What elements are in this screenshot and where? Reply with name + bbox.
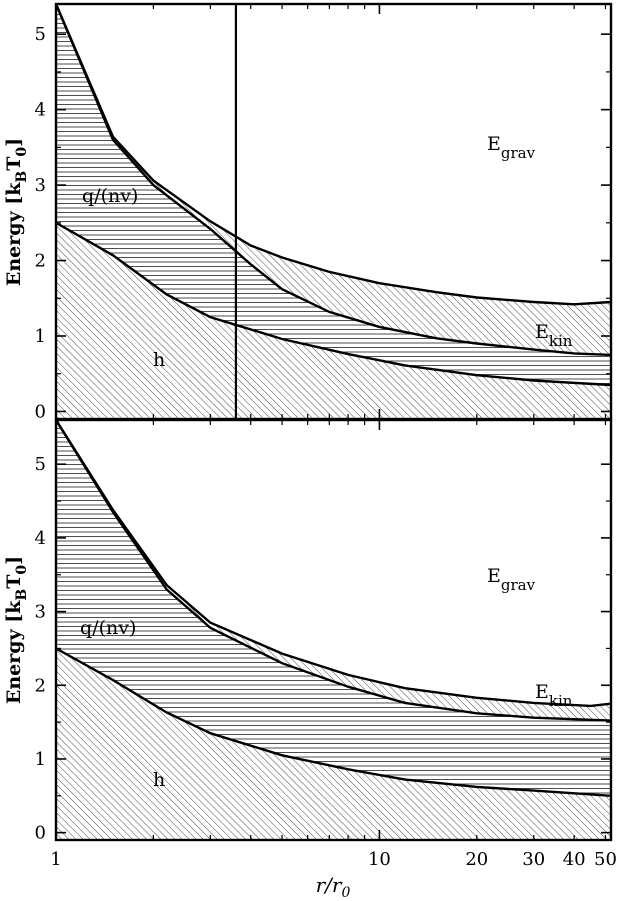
bottom-ylabel-sub2: 0 (14, 565, 30, 575)
ytick-label: 5 (35, 454, 46, 475)
top-egrav-sub: grav (501, 144, 536, 162)
xtick-label: 50 (594, 849, 617, 870)
bottom-ekin-sub: kin (549, 692, 573, 710)
top-h-region (56, 222, 611, 419)
bottom-ylabel-main: Energy [k (3, 600, 25, 704)
ytick-label: 5 (35, 24, 46, 45)
top-h-label: h (153, 349, 165, 371)
bottom-egrav-label: Egrav (487, 565, 536, 594)
bottom-egrav-sub: grav (501, 576, 536, 594)
bottom-ylabel: Energy [kBT0] (3, 556, 30, 704)
bottom-q-label: q/(nv) (80, 617, 136, 639)
top-h-curve (56, 221, 611, 387)
ytick-label: 1 (35, 326, 46, 347)
bottom-xtick-labels: 1 10 20 30 40 50 (50, 849, 617, 870)
top-ylabel-sub1: B (14, 171, 30, 183)
ytick-label: 4 (35, 528, 46, 549)
bottom-h-label: h (153, 769, 165, 791)
top-ytick-labels: 0 1 2 3 4 5 (35, 24, 46, 422)
bottom-ekin-main: E (535, 681, 549, 703)
xtick-label: 30 (522, 849, 545, 870)
xtick-label: 1 (50, 849, 61, 870)
top-q-curve (56, 4, 611, 357)
top-ylabel-sub2: 0 (14, 147, 30, 157)
bottom-q-curve (56, 420, 611, 722)
ytick-label: 3 (35, 175, 46, 196)
top-ylabel-mid: T (3, 157, 25, 171)
ytick-label: 1 (35, 749, 46, 770)
top-q-label: q/(nv) (82, 185, 138, 207)
top-q-region (56, 4, 611, 385)
bottom-xlabel: r/r0 (316, 873, 351, 901)
bottom-h-curve (56, 647, 611, 797)
ytick-label: 0 (35, 401, 46, 422)
bottom-ekin-label: Ekin (535, 681, 573, 710)
xtick-label: 10 (368, 849, 391, 870)
xtick-label: 20 (465, 849, 488, 870)
bottom-q-region (56, 420, 611, 796)
top-ekin-main: E (535, 321, 549, 343)
top-ekin-region (56, 4, 611, 355)
top-ekin-sub: kin (549, 332, 573, 350)
bottom-ylabel-mid: T (3, 575, 25, 589)
top-ylabel-main: Energy [k (3, 182, 25, 286)
bottom-ytick-labels: 0 1 2 3 4 5 (35, 454, 46, 843)
bottom-plot-frame (54, 418, 613, 842)
top-egrav-main: E (487, 133, 501, 155)
bottom-xlabel-main: r/r (316, 873, 343, 897)
bottom-ekin-curve (56, 420, 611, 708)
top-ekin-label: Ekin (535, 321, 573, 350)
bottom-egrav-main: E (487, 565, 501, 587)
ytick-label: 3 (35, 602, 46, 623)
ytick-label: 4 (35, 100, 46, 121)
xtick-label: 40 (563, 849, 586, 870)
top-ylabel-end: ] (3, 138, 25, 147)
ytick-label: 0 (35, 823, 46, 844)
bottom-ylabel-sub1: B (14, 589, 30, 601)
ytick-label: 2 (35, 675, 46, 696)
bottom-xlabel-sub: 0 (341, 885, 350, 901)
top-ylabel: Energy [kBT0] (3, 138, 30, 286)
top-ekin-curve (56, 4, 611, 306)
bottom-h-region (56, 648, 611, 840)
bottom-ylabel-end: ] (3, 556, 25, 565)
top-egrav-label: Egrav (487, 133, 536, 162)
ytick-label: 2 (35, 251, 46, 272)
